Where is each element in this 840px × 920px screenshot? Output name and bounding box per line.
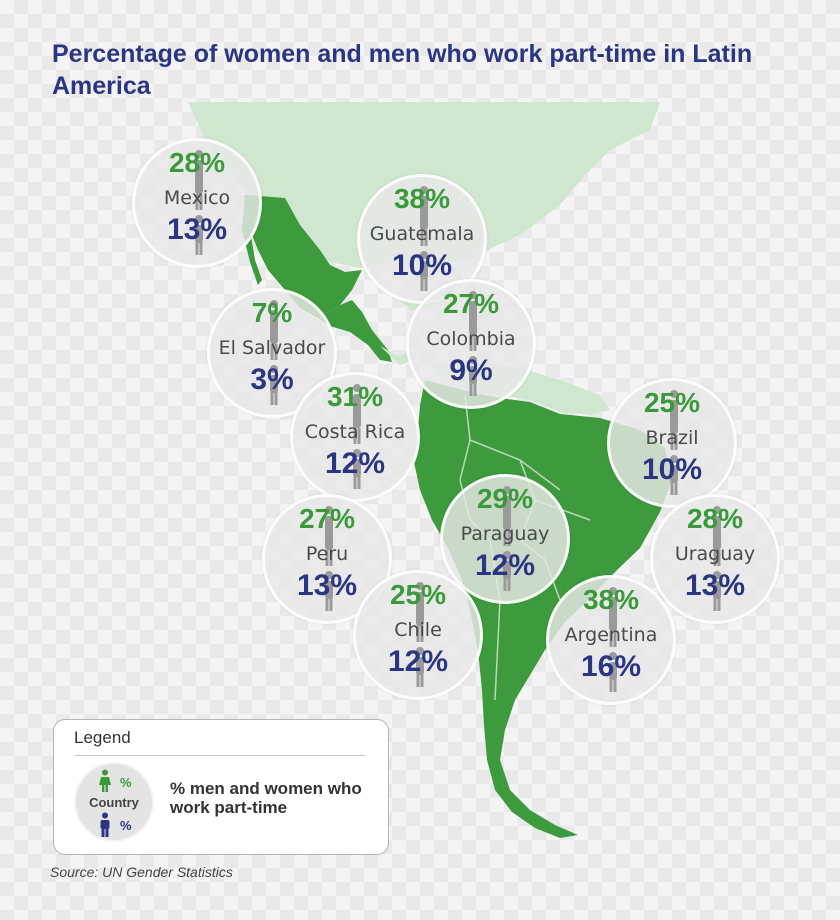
country-bubble-paraguay: 29% Paraguay 12% [440, 474, 570, 604]
country-name: Paraguay [460, 523, 550, 545]
woman-icon [99, 769, 111, 792]
legend-description: % men and women who work part-time [170, 779, 362, 817]
country-name: Colombia [426, 328, 516, 350]
legend-divider [74, 755, 366, 756]
country-name: Chile [394, 619, 442, 641]
country-bubble-argentina: 38% Argentina 16% [546, 575, 676, 705]
country-name: Guatemala [369, 223, 475, 245]
women-percent: 7% [251, 297, 293, 328]
women-percent: 25% [389, 579, 447, 610]
men-percent: 16% [580, 650, 642, 683]
women-percent: 28% [686, 503, 744, 534]
women-percent: 25% [643, 387, 701, 418]
country-name: Mexico [163, 187, 231, 209]
country-bubble-brazil: 25% Brazil 10% [607, 378, 737, 508]
men-percent: 10% [391, 249, 453, 282]
legend-box: Legend % Country % % men and women who w… [53, 719, 389, 855]
men-percent: 13% [296, 569, 358, 602]
men-percent: 9% [449, 354, 493, 387]
country-bubble-chile: 25% Chile 12% [353, 570, 483, 700]
person-icon [420, 186, 428, 291]
men-percent: 13% [684, 569, 746, 602]
country-bubble-uraguay: 28% Uraguay 13% [650, 494, 780, 624]
person-icon [503, 486, 511, 591]
mexico-shape [242, 195, 362, 318]
person-icon [325, 506, 333, 611]
legend-men-percent: % [120, 818, 132, 833]
women-percent: 28% [168, 147, 226, 178]
country-name: Argentina [564, 624, 658, 646]
country-bubble-colombia: 27% Colombia 9% [406, 279, 536, 409]
men-percent: 12% [387, 645, 449, 678]
country-bubble-costa-rica: 31% Costa Rica 12% [290, 372, 420, 502]
source-note: Source: UN Gender Statistics [50, 864, 233, 880]
women-percent: 31% [326, 381, 384, 412]
country-bubble-guatemala: 38% Guatemala 10% [357, 174, 487, 304]
legend-country-label: Country [89, 795, 139, 810]
person-icon [195, 150, 203, 255]
person-icon [469, 291, 477, 396]
country-name: Brazil [645, 427, 699, 449]
legend-title: Legend [74, 728, 131, 747]
country-bubble-mexico: 28% Mexico 13% [132, 138, 262, 268]
person-icon [609, 587, 617, 692]
panama-shape [380, 346, 415, 365]
page-title: Percentage of women and men who work par… [52, 40, 753, 100]
women-percent: 27% [442, 288, 500, 319]
person-icon [416, 582, 424, 687]
legend-women-percent: % [120, 775, 132, 790]
women-percent: 38% [582, 584, 640, 615]
men-percent: 12% [474, 549, 536, 582]
country-name: Costa Rica [304, 421, 406, 443]
women-percent: 27% [298, 503, 356, 534]
person-icon [353, 384, 361, 489]
man-icon [100, 812, 110, 837]
country-name: El Salvador [218, 337, 326, 359]
central-america-shape [318, 300, 392, 362]
person-icon [670, 390, 678, 495]
country-name: Peru [305, 543, 349, 565]
men-percent: 12% [324, 447, 386, 480]
men-percent: 10% [641, 453, 703, 486]
person-icon [270, 300, 278, 405]
country-name: Uraguay [674, 543, 756, 565]
person-icon [713, 506, 721, 611]
women-percent: 38% [393, 183, 451, 214]
men-percent: 3% [250, 363, 294, 396]
men-percent: 13% [166, 213, 228, 246]
women-percent: 29% [476, 483, 534, 514]
legend-sample-circle: % Country % [74, 762, 154, 842]
